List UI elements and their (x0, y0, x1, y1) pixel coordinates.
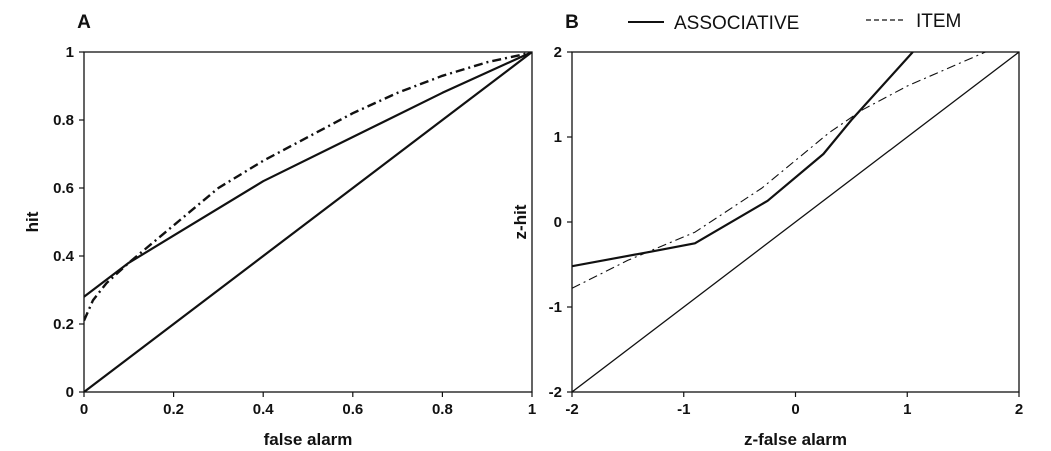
panel-b-x-tick-label: -2 (565, 401, 578, 418)
panel-b-series-item (572, 52, 986, 289)
legend-label-item: ITEM (916, 11, 961, 32)
panel-a-x-tick-label: 0.8 (432, 401, 453, 418)
panel-a-x-axis-label: false alarm (264, 430, 353, 449)
panel-a-x-tick-label: 1 (528, 401, 536, 418)
panel-b-y-tick-label: 0 (554, 214, 562, 231)
panel-b-x-tick-label: 0 (791, 401, 799, 418)
panel-b-series-associative (572, 52, 914, 268)
panel-a-panel-letter: A (77, 12, 91, 33)
panel-b-y-tick-label: -1 (549, 299, 562, 316)
panel-a-y-tick-label: 0.8 (53, 112, 74, 129)
panel-b-series-chance (572, 52, 1019, 392)
panel-a-plot-frame (83, 51, 533, 393)
panel-a-y-tick-label: 1 (66, 44, 74, 61)
panel-a-series-item (84, 52, 532, 322)
panel-a-x-tick-label: 0.6 (342, 401, 363, 418)
panel-b-y-axis-label: z-hit (511, 204, 530, 239)
panel-b-y-tick-label: 2 (554, 44, 562, 61)
panel-a-y-tick-label: 0.6 (53, 180, 74, 197)
panel-a-x-tick-label: 0 (80, 401, 88, 418)
panel-b-x-tick-label: 2 (1015, 401, 1023, 418)
panel-a-y-axis-label: hit (23, 211, 42, 232)
panel-b-x-tick-label: -1 (677, 401, 690, 418)
panel-a-y-tick-label: 0.4 (53, 248, 75, 265)
panel-b-x-axis-label: z-false alarm (744, 430, 847, 449)
panel-a-x-tick-label: 0.4 (253, 401, 275, 418)
panel-a-x-tick-label: 0.2 (163, 401, 184, 418)
panel-b-y-tick-label: -2 (549, 384, 562, 401)
panel-a-series-associative (84, 52, 532, 298)
panel-b-panel-letter: B (565, 12, 579, 33)
panel-a-y-tick-label: 0.2 (53, 316, 74, 333)
panel-b-x-tick-label: 1 (903, 401, 911, 418)
legend-label-associative: ASSOCIATIVE (674, 13, 799, 34)
panel-b-y-tick-label: 1 (554, 129, 562, 146)
panel-a-y-tick-label: 0 (66, 384, 74, 401)
panel-a-series-chance (84, 52, 532, 392)
